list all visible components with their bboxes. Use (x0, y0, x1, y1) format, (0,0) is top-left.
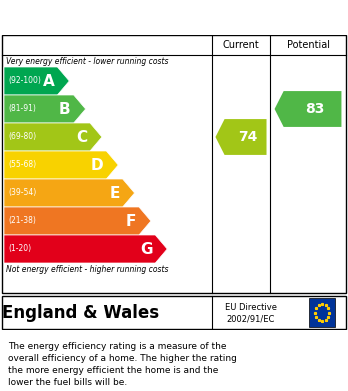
Text: A: A (43, 74, 54, 88)
Text: Current: Current (223, 40, 259, 50)
Text: Energy Efficiency Rating: Energy Efficiency Rating (10, 10, 220, 25)
Text: (92-100): (92-100) (8, 77, 41, 86)
Polygon shape (275, 91, 341, 127)
Text: E: E (109, 185, 120, 201)
Text: G: G (140, 242, 152, 256)
Text: (69-80): (69-80) (8, 133, 36, 142)
Polygon shape (4, 67, 69, 95)
Text: (81-91): (81-91) (8, 104, 36, 113)
Text: 2002/91/EC: 2002/91/EC (227, 315, 275, 324)
Polygon shape (4, 235, 167, 263)
Text: C: C (76, 129, 87, 145)
Text: England & Wales: England & Wales (2, 303, 159, 321)
Text: EU Directive: EU Directive (225, 303, 277, 312)
Bar (309, 298, 335, 327)
Text: (55-68): (55-68) (8, 160, 36, 170)
Polygon shape (4, 151, 118, 179)
Text: Very energy efficient - lower running costs: Very energy efficient - lower running co… (6, 57, 168, 66)
Text: 83: 83 (305, 102, 324, 116)
Polygon shape (4, 95, 86, 123)
Text: (39-54): (39-54) (8, 188, 36, 197)
Polygon shape (215, 119, 267, 155)
Text: B: B (59, 102, 71, 117)
Polygon shape (4, 207, 151, 235)
Text: Not energy efficient - higher running costs: Not energy efficient - higher running co… (6, 265, 168, 274)
Text: 74: 74 (238, 130, 257, 144)
Text: Potential: Potential (286, 40, 330, 50)
Polygon shape (4, 123, 102, 151)
Text: The energy efficiency rating is a measure of the
overall efficiency of a home. T: The energy efficiency rating is a measur… (8, 342, 237, 387)
Text: (21-38): (21-38) (8, 217, 36, 226)
Text: F: F (126, 213, 136, 228)
Text: D: D (91, 158, 103, 172)
Text: (1-20): (1-20) (8, 244, 31, 253)
Polygon shape (4, 179, 135, 207)
